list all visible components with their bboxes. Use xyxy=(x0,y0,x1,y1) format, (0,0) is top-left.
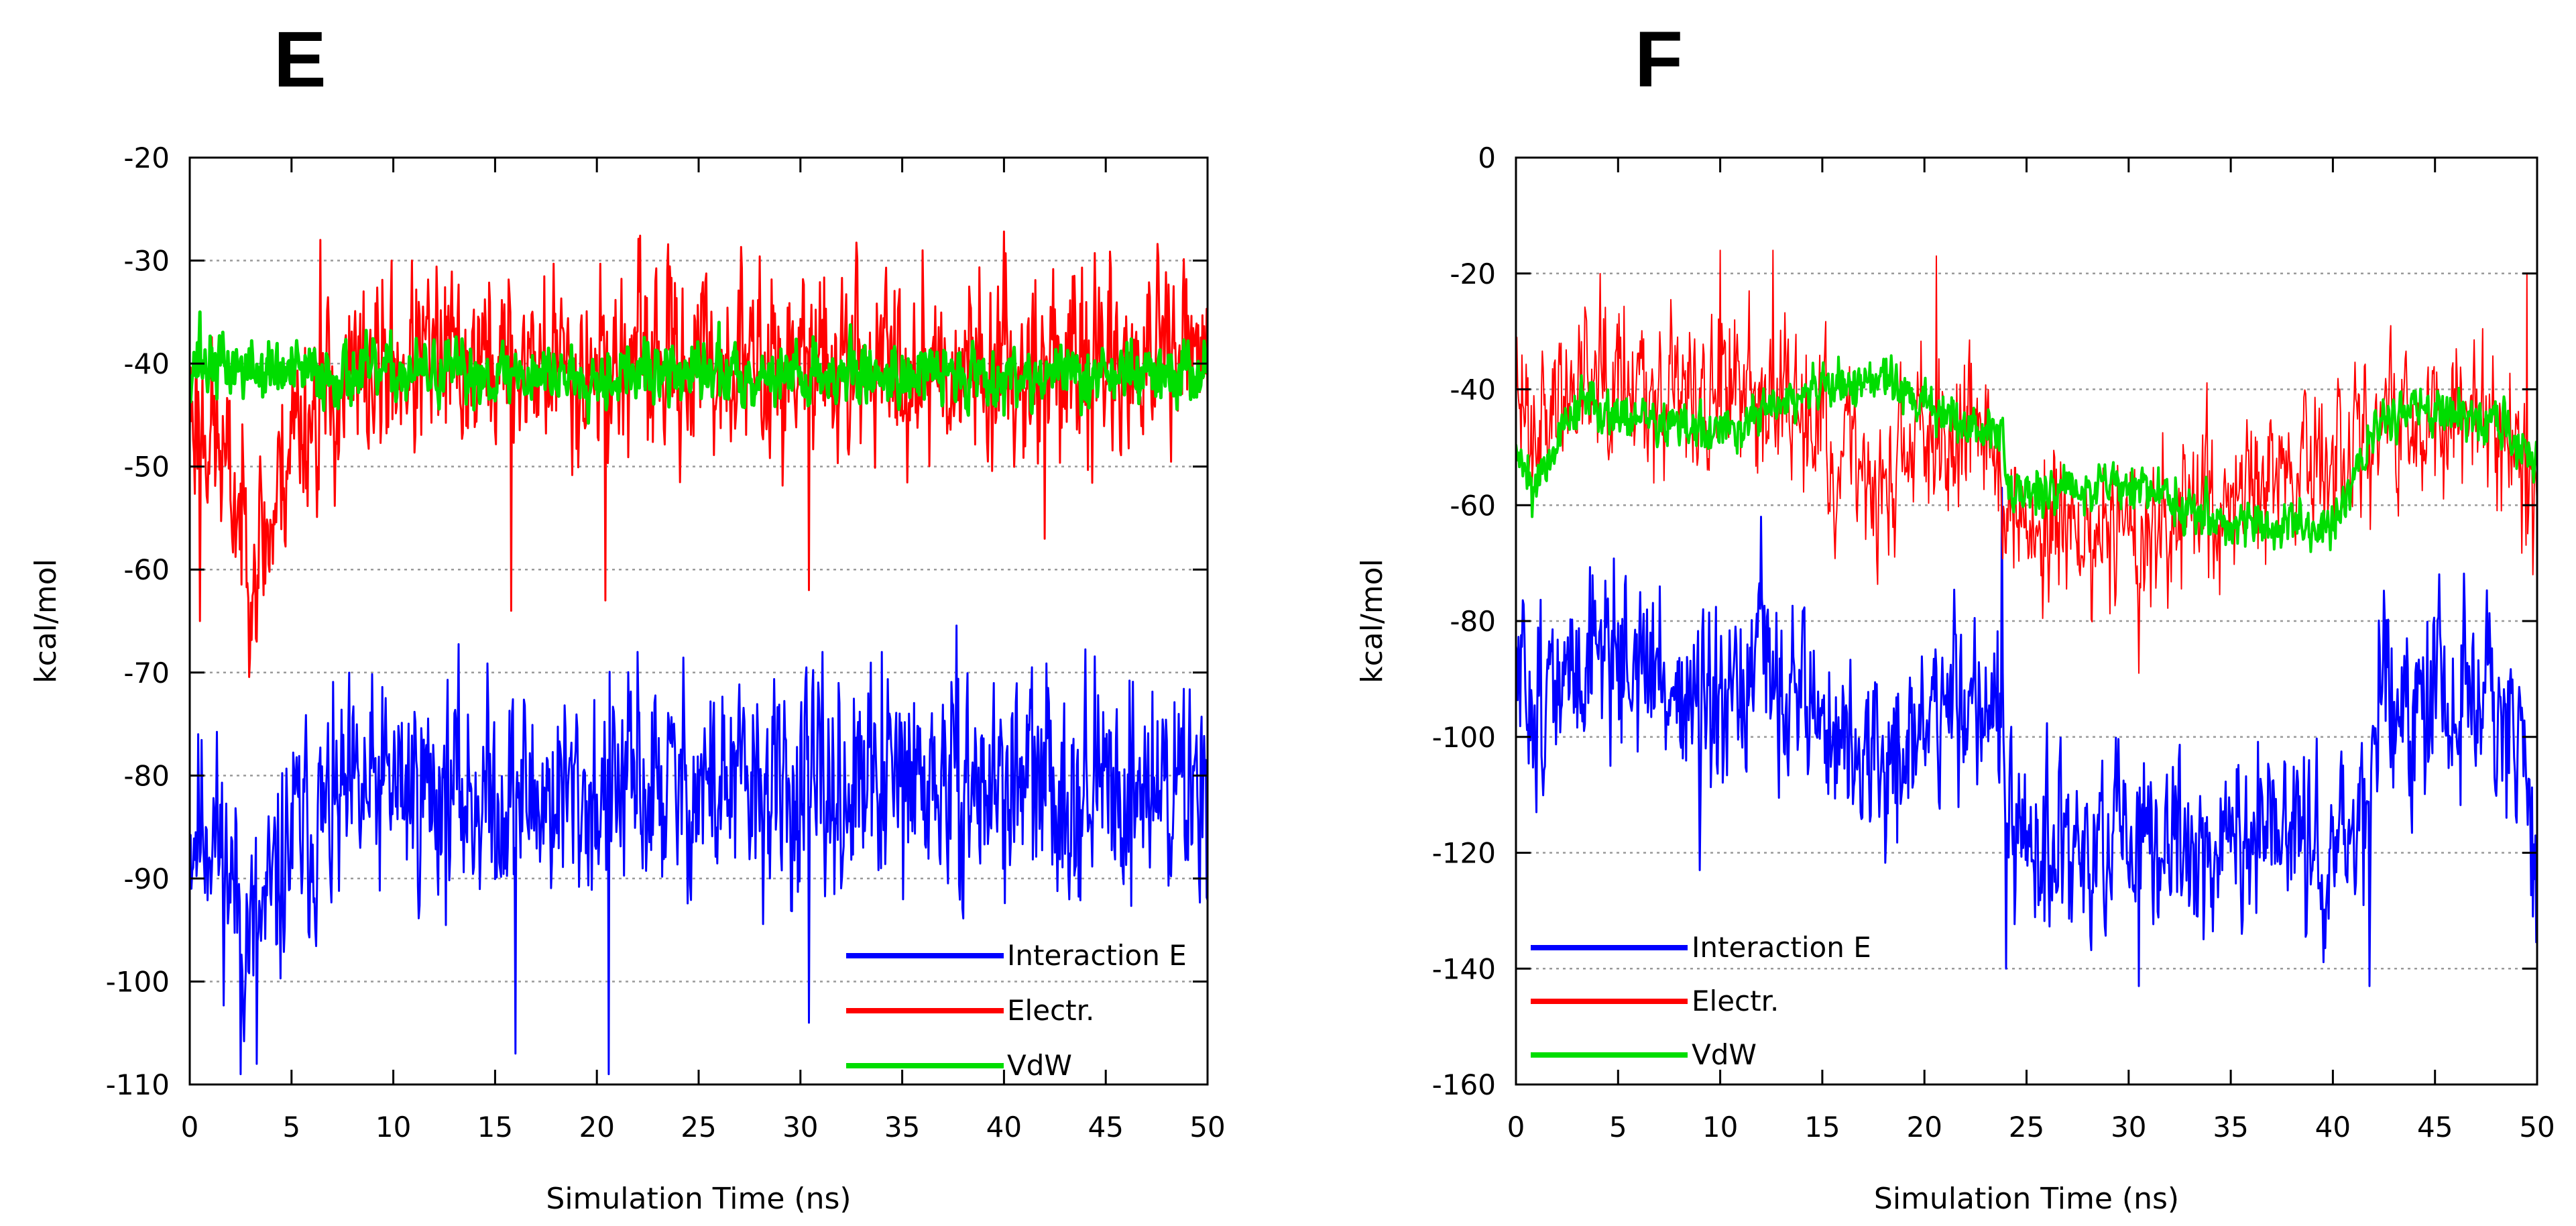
series-line-interaction-e xyxy=(1516,486,2537,987)
x-tick-label: 20 xyxy=(1906,1111,1942,1144)
x-tick-label: 40 xyxy=(2315,1111,2351,1144)
y-tick-label: -20 xyxy=(1450,258,1496,290)
y-tick-label: -140 xyxy=(1432,952,1496,985)
x-tick-label: 25 xyxy=(2009,1111,2044,1144)
y-tick-label: -30 xyxy=(123,245,170,278)
panel-label: F xyxy=(1635,15,1684,104)
x-tick-label: 30 xyxy=(782,1111,818,1144)
x-axis-label: Simulation Time (ns) xyxy=(1874,1182,2179,1216)
y-tick-label: -50 xyxy=(123,451,170,484)
series-line-electr xyxy=(190,230,1208,678)
y-tick-label: -60 xyxy=(1450,489,1496,522)
x-tick-label: 10 xyxy=(1702,1111,1738,1144)
x-tick-labels: 0 5 10 15 20 25 30 35 40 45 50 xyxy=(1507,1111,2555,1144)
axis-ticks xyxy=(1515,156,2538,1086)
legend-label: Electr. xyxy=(1007,994,1094,1027)
x-tick-label: 0 xyxy=(1507,1111,1525,1144)
y-tick-label: -40 xyxy=(123,347,170,380)
y-tick-labels: 0 -20 -40 -60 -80 -100 -120 -140 -160 xyxy=(1432,142,1496,1101)
series-line-interaction-e xyxy=(190,624,1208,1076)
x-tick-labels: 0 5 10 15 20 25 30 35 40 45 50 xyxy=(181,1111,1226,1144)
y-axis-label: kcal/mol xyxy=(1355,559,1389,683)
y-tick-label: -60 xyxy=(123,553,170,586)
axis-ticks xyxy=(188,156,1209,1086)
y-tick-label: 0 xyxy=(1478,142,1496,174)
x-tick-label: 45 xyxy=(2417,1111,2453,1144)
legend: Interaction E Electr. VdW xyxy=(846,939,1187,1082)
legend-label: Interaction E xyxy=(1007,939,1187,972)
x-tick-label: 50 xyxy=(2519,1111,2555,1144)
y-tick-label: -100 xyxy=(106,965,170,998)
panel-label: E xyxy=(274,15,327,104)
series-lines xyxy=(1516,249,2537,987)
x-tick-label: 50 xyxy=(1189,1111,1225,1144)
y-tick-label: -90 xyxy=(123,862,170,895)
legend-label: VdW xyxy=(1007,1049,1072,1082)
y-tick-label: -100 xyxy=(1432,721,1496,754)
x-tick-label: 20 xyxy=(579,1111,614,1144)
x-axis-label: Simulation Time (ns) xyxy=(546,1182,851,1216)
x-tick-label: 40 xyxy=(986,1111,1022,1144)
x-tick-label: 25 xyxy=(681,1111,716,1144)
y-tick-label: -120 xyxy=(1432,837,1496,870)
y-tick-label: -80 xyxy=(123,759,170,792)
energy-plot-e: 0 5 10 15 20 25 30 35 40 45 50 -20-30-40-50-60-70-… xyxy=(29,142,1226,1216)
x-tick-label: 15 xyxy=(1804,1111,1840,1144)
x-tick-label: 10 xyxy=(375,1111,411,1144)
energy-plot-f: 0 5 10 15 20 25 30 35 40 45 50 0 -20 -40 -60 -80 -100 -1… xyxy=(1355,142,2555,1216)
x-tick-label: 15 xyxy=(477,1111,513,1144)
x-tick-label: 30 xyxy=(2111,1111,2146,1144)
y-tick-label: -80 xyxy=(1450,605,1496,638)
y-tick-label: -20 xyxy=(123,142,170,174)
x-tick-label: 5 xyxy=(282,1111,300,1144)
x-tick-label: 45 xyxy=(1088,1111,1123,1144)
chart-panel-e: E 0 5 10 15 20 25 30 35 40 45 50 -20 -30 -40 -50 -60 -7… xyxy=(29,15,1226,1216)
legend-label: VdW xyxy=(1692,1038,1757,1071)
y-axis-label: kcal/mol xyxy=(29,559,63,683)
series-line-vdw xyxy=(190,310,1208,425)
x-tick-label: 35 xyxy=(2213,1111,2248,1144)
series-lines xyxy=(190,230,1208,1076)
x-tick-label: 0 xyxy=(181,1111,199,1144)
y-tick-label: -70 xyxy=(123,657,170,689)
legend-label: Interaction E xyxy=(1692,931,1871,964)
y-tick-label: -160 xyxy=(1432,1068,1496,1101)
legend: Interaction E Electr. VdW xyxy=(1531,931,1871,1071)
y-tick-label: -110 xyxy=(106,1068,170,1101)
series-line-vdw xyxy=(1516,354,2537,553)
y-tick-labels: -20 -30 -40 -50 -60 -70 -80 -90 -100 -110 xyxy=(106,142,170,1101)
x-tick-label: 35 xyxy=(884,1111,920,1144)
y-tick-label: -40 xyxy=(1450,374,1496,406)
chart-panel-f: F 0 5 10 15 20 25 30 35 40 45 50 0 -20 -40 -60 -80 -100… xyxy=(1288,0,2576,1226)
legend-label: Electr. xyxy=(1692,985,1779,1017)
x-tick-label: 5 xyxy=(1609,1111,1627,1144)
